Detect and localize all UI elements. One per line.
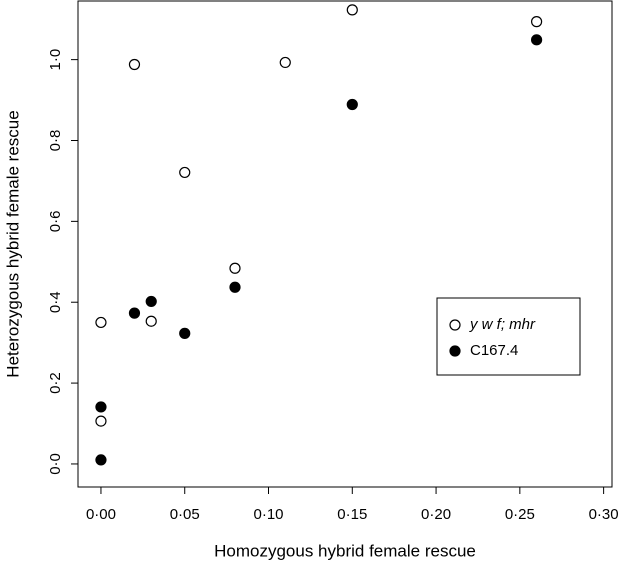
data-point	[229, 281, 241, 293]
y-tick-label: 0·6	[47, 211, 64, 233]
y-tick-label: 0·2	[47, 372, 64, 394]
legend-box	[436, 297, 581, 376]
x-tick-label: 0·30	[589, 506, 619, 523]
data-point	[179, 166, 191, 179]
data-point	[95, 415, 107, 427]
legend-marker	[449, 319, 461, 331]
y-tick-label: 1·0	[47, 49, 64, 71]
x-axis-label: Homozygous hybrid female rescue	[214, 541, 476, 560]
data-point	[145, 315, 157, 327]
legend-marker	[449, 345, 461, 357]
y-axis-label: Heterozygous hybrid female rescue	[3, 110, 22, 377]
data-point	[95, 454, 107, 466]
data-point	[346, 4, 358, 16]
data-point	[530, 34, 543, 46]
y-tick-label: 0·4	[47, 291, 64, 313]
x-tick-label: 0·05	[170, 506, 200, 523]
y-tick-label: 0·8	[47, 130, 64, 152]
x-tick-label: 0·20	[421, 506, 451, 523]
x-tick-label: 0·15	[337, 506, 367, 523]
x-tick-label: 0·25	[505, 506, 535, 523]
legend-label: C167.4	[470, 342, 518, 359]
data-point	[128, 58, 141, 71]
data-point	[530, 16, 543, 28]
data-point	[128, 307, 141, 319]
data-point	[95, 316, 107, 329]
x-tick-label: 0·00	[86, 506, 116, 523]
data-point	[229, 262, 241, 274]
data-point	[346, 98, 358, 111]
data-point	[279, 56, 291, 69]
x-tick-label: 0·10	[253, 506, 283, 523]
y-tick-label: 0·0	[47, 453, 64, 475]
data-point	[145, 295, 157, 308]
legend-label: y w f; mhr	[469, 316, 536, 333]
data-point	[179, 327, 191, 339]
plot-frame	[77, 0, 613, 488]
data-point	[95, 401, 107, 413]
